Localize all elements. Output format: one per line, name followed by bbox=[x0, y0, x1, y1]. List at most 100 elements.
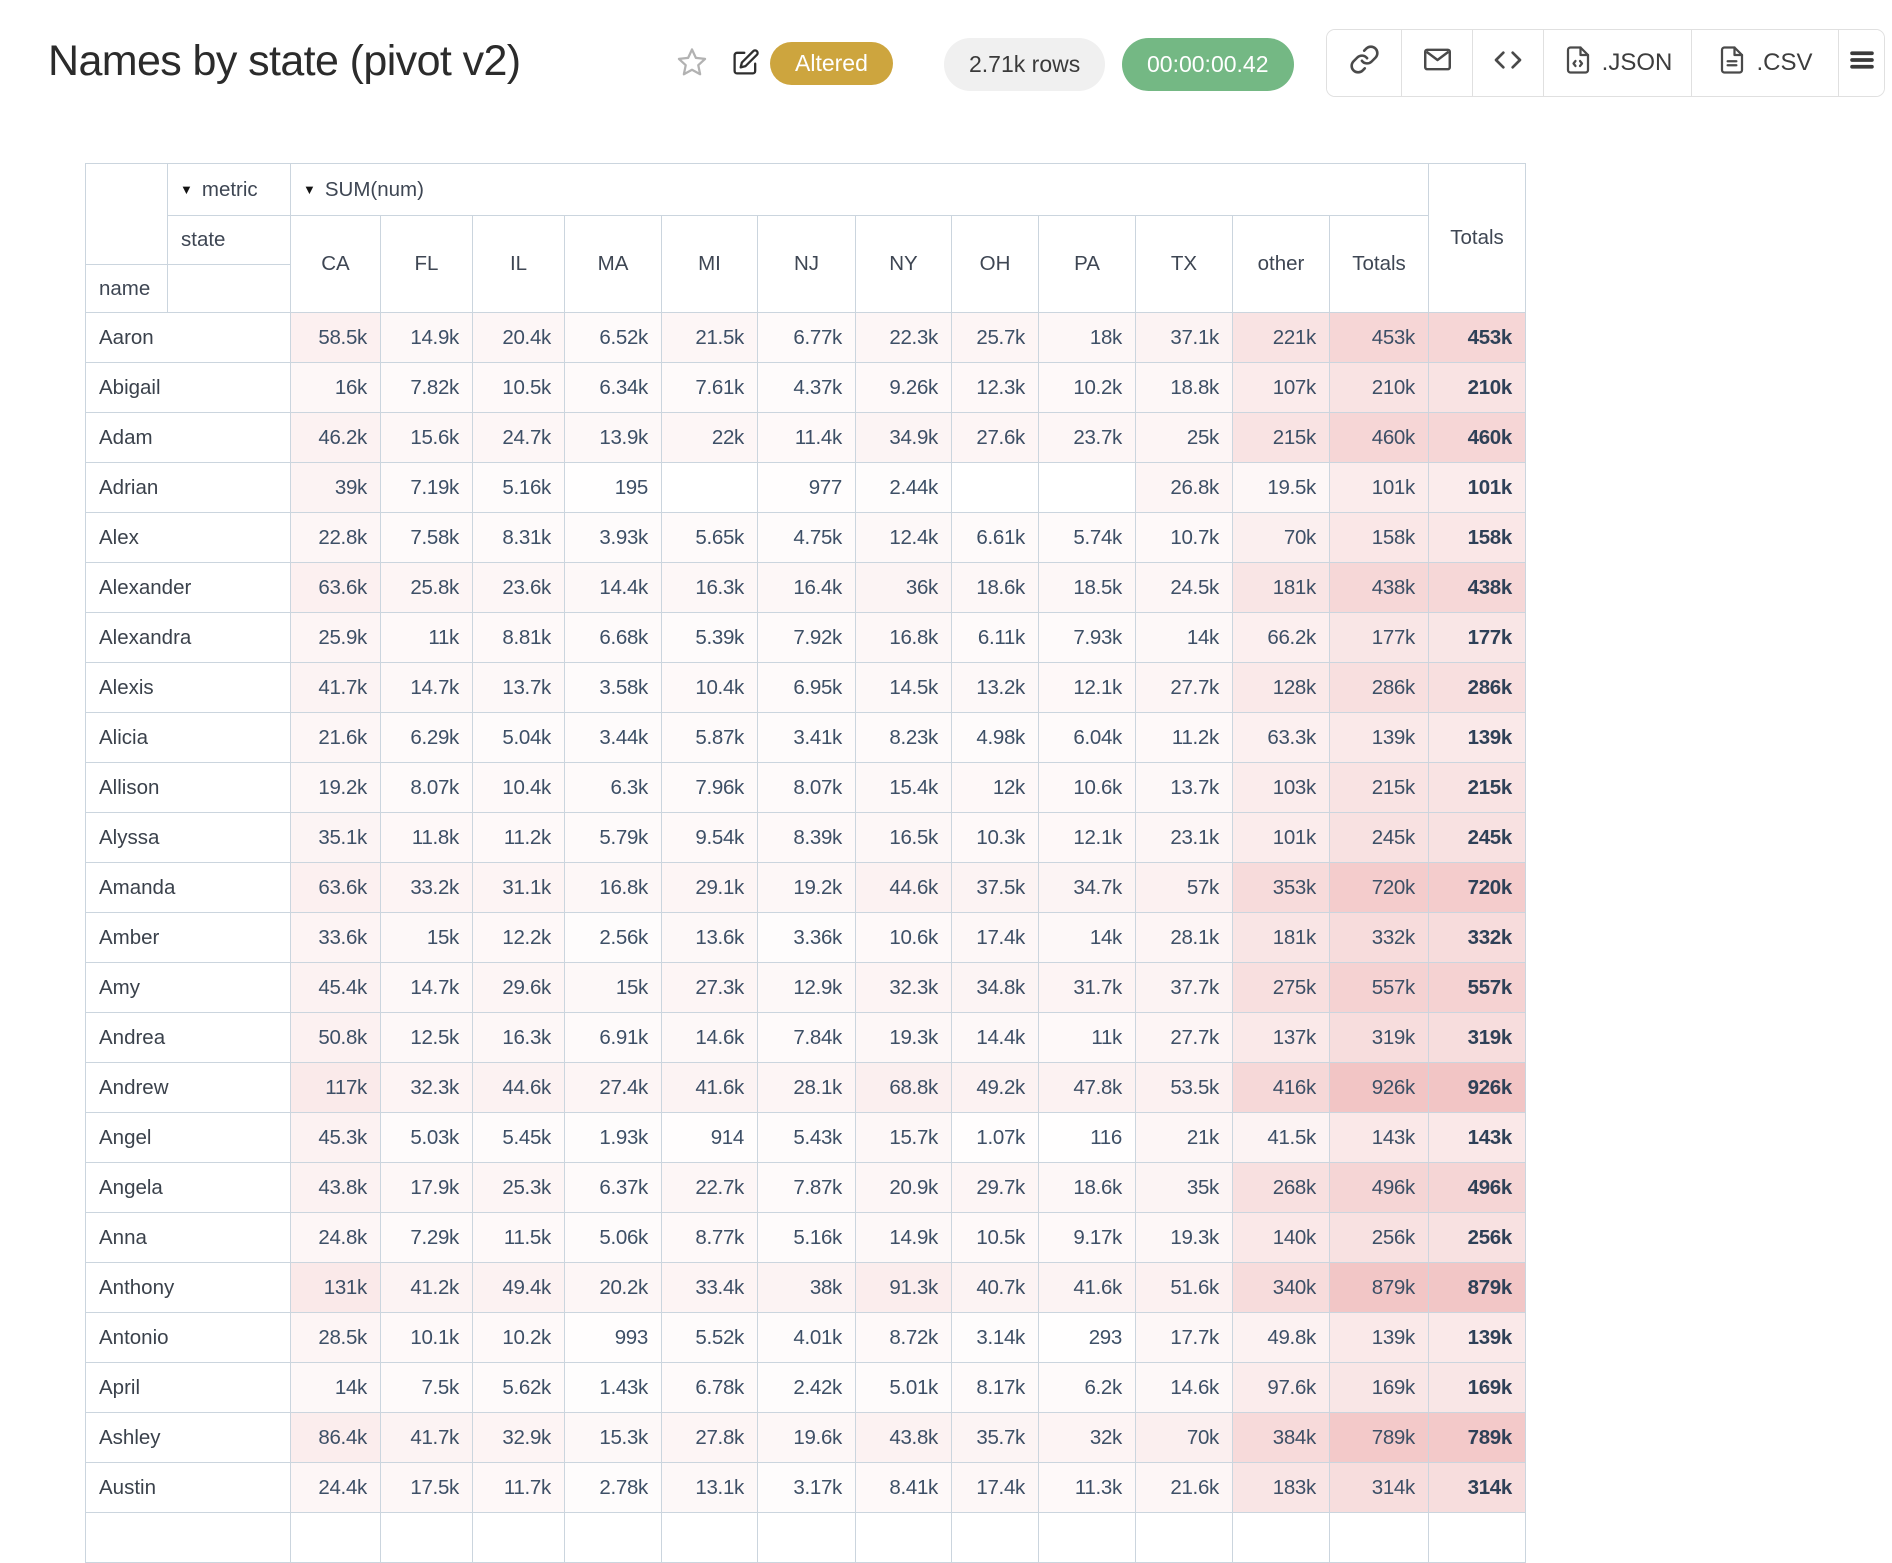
table-row: Austin 24.4k 17.5k 11.7k 2.78k 13.1k 3.17k 8.41… bbox=[85, 1462, 1526, 1513]
row-name: Adam bbox=[85, 412, 291, 463]
page-title: Names by state (pivot v2) bbox=[48, 37, 521, 85]
value-cell: 14k bbox=[1135, 612, 1233, 663]
value-cell: 14k bbox=[1038, 912, 1136, 963]
row-name: April bbox=[85, 1362, 291, 1413]
value-cell: 6.37k bbox=[564, 1162, 662, 1213]
value-cell: 3.44k bbox=[564, 712, 662, 763]
value-cell: 27.7k bbox=[1135, 662, 1233, 713]
value-cell: 496k bbox=[1329, 1162, 1429, 1213]
value-cell: 12.2k bbox=[472, 912, 565, 963]
value-cell: 557k bbox=[1329, 962, 1429, 1013]
download-json-button[interactable]: .JSON bbox=[1543, 30, 1691, 96]
value-cell: 116 bbox=[1038, 1112, 1136, 1163]
email-button[interactable] bbox=[1401, 30, 1472, 96]
value-cell: 2.78k bbox=[564, 1462, 662, 1513]
file-code-icon bbox=[1563, 45, 1593, 82]
value-cell: 11k bbox=[1038, 1012, 1136, 1063]
value-cell: 177k bbox=[1329, 612, 1429, 663]
pivot-table: ▼ metric ▼ SUM(num) Totals state CA FL IL MA MI NJ N… bbox=[85, 163, 1526, 1563]
column-header-ny: NY bbox=[855, 215, 952, 313]
column-header-il: IL bbox=[472, 215, 565, 313]
value-cell: 25k bbox=[1135, 412, 1233, 463]
value-cell: 6.2k bbox=[1038, 1362, 1136, 1413]
sum-dropdown[interactable]: ▼ SUM(num) bbox=[290, 163, 1429, 216]
value-cell: 14.5k bbox=[855, 662, 952, 713]
value-cell: 70k bbox=[1135, 1412, 1233, 1463]
value-cell: 215k bbox=[1232, 412, 1330, 463]
row-total-cell: 789k bbox=[1428, 1412, 1526, 1463]
value-cell: 24.5k bbox=[1135, 562, 1233, 613]
value-cell: 245k bbox=[1329, 812, 1429, 863]
value-cell: 14.6k bbox=[1135, 1362, 1233, 1413]
value-cell: 101k bbox=[1232, 812, 1330, 863]
value-cell: 7.87k bbox=[757, 1162, 856, 1213]
value-cell: 41.7k bbox=[290, 662, 381, 713]
value-cell: 12.9k bbox=[757, 962, 856, 1013]
favorite-star-button[interactable] bbox=[676, 46, 708, 78]
row-name: Amber bbox=[85, 912, 291, 963]
value-cell: 35k bbox=[1135, 1162, 1233, 1213]
row-name: Aaron bbox=[85, 312, 291, 363]
value-cell: 16.5k bbox=[855, 812, 952, 863]
value-cell: 58.5k bbox=[290, 312, 381, 363]
value-cell: 34.7k bbox=[1038, 862, 1136, 913]
value-cell: 340k bbox=[1232, 1262, 1330, 1313]
value-cell: 1.43k bbox=[564, 1362, 662, 1413]
row-total-cell: 169k bbox=[1428, 1362, 1526, 1413]
share-link-button[interactable] bbox=[1327, 30, 1401, 96]
value-cell: 215k bbox=[1329, 762, 1429, 813]
value-cell: 314k bbox=[1329, 1462, 1429, 1513]
edit-title-button[interactable] bbox=[731, 48, 760, 77]
value-cell: 11.4k bbox=[757, 412, 856, 463]
value-cell: 29.1k bbox=[661, 862, 758, 913]
value-cell: 18.5k bbox=[1038, 562, 1136, 613]
row-name: Anna bbox=[85, 1212, 291, 1263]
value-cell: 1.07k bbox=[951, 1112, 1039, 1163]
value-cell: 15.3k bbox=[564, 1412, 662, 1463]
embed-code-button[interactable] bbox=[1472, 30, 1543, 96]
value-cell: 384k bbox=[1232, 1412, 1330, 1463]
value-cell: 7.19k bbox=[380, 462, 473, 513]
value-cell: 21k bbox=[1135, 1112, 1233, 1163]
value-cell: 5.43k bbox=[757, 1112, 856, 1163]
value-cell: 22k bbox=[661, 412, 758, 463]
link-icon bbox=[1349, 44, 1380, 82]
value-cell: 8.81k bbox=[472, 612, 565, 663]
value-cell: 7.93k bbox=[1038, 612, 1136, 663]
row-total-cell: 215k bbox=[1428, 762, 1526, 813]
name-label: name bbox=[85, 264, 168, 313]
table-row: Amanda 63.6k 33.2k 31.1k 16.8k 29.1k 19.2k 44.6… bbox=[85, 862, 1526, 913]
menu-button[interactable] bbox=[1838, 30, 1884, 96]
value-cell: 49.4k bbox=[472, 1262, 565, 1313]
value-cell: 13.2k bbox=[951, 662, 1039, 713]
value-cell: 13.9k bbox=[564, 412, 662, 463]
table-row: Andrew 117k 32.3k 44.6k 27.4k 41.6k 28.1k 68.8k… bbox=[85, 1062, 1526, 1113]
value-cell: 16.8k bbox=[855, 612, 952, 663]
topbar: Names by state (pivot v2) Altered 2.71k … bbox=[0, 0, 1892, 140]
value-cell: 275k bbox=[1232, 962, 1330, 1013]
table-row: Adrian 39k 7.19k 5.16k 195 977 2.44k 26.8k 19.5k… bbox=[85, 462, 1526, 513]
metric-dropdown[interactable]: ▼ metric bbox=[167, 163, 291, 216]
value-cell: 438k bbox=[1329, 562, 1429, 613]
table-row: Anthony 131k 41.2k 49.4k 20.2k 33.4k 38k 91.3k 4… bbox=[85, 1262, 1526, 1313]
value-cell: 15.6k bbox=[380, 412, 473, 463]
dropdown-icon: ▼ bbox=[303, 181, 316, 197]
value-cell: 7.5k bbox=[380, 1362, 473, 1413]
altered-status-badge: Altered bbox=[770, 42, 893, 85]
column-header-mi: MI bbox=[661, 215, 758, 313]
column-header-fl: FL bbox=[380, 215, 473, 313]
value-cell: 6.3k bbox=[564, 762, 662, 813]
value-cell: 131k bbox=[290, 1262, 381, 1313]
value-cell: 221k bbox=[1232, 312, 1330, 363]
totals-outer-header: Totals bbox=[1428, 163, 1526, 313]
value-cell: 50.8k bbox=[290, 1012, 381, 1063]
table-row: Angel 45.3k 5.03k 5.45k 1.93k 914 5.43k 15.7k 1.… bbox=[85, 1112, 1526, 1163]
value-cell: 24.7k bbox=[472, 412, 565, 463]
download-csv-button[interactable]: .CSV bbox=[1691, 30, 1838, 96]
value-cell: 17.4k bbox=[951, 912, 1039, 963]
value-cell: 41.6k bbox=[661, 1062, 758, 1113]
value-cell: 23.7k bbox=[1038, 412, 1136, 463]
value-cell: 128k bbox=[1232, 662, 1330, 713]
row-total-cell: 139k bbox=[1428, 712, 1526, 763]
value-cell: 4.75k bbox=[757, 512, 856, 563]
